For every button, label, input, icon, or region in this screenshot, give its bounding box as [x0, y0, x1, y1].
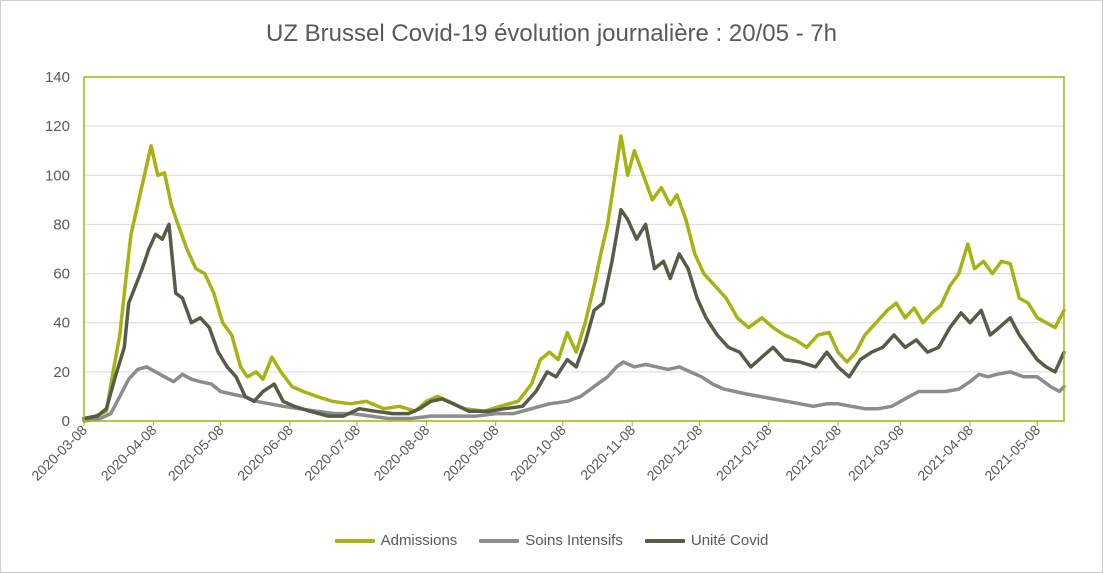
- x-tick-label: 2021-03-08: [845, 422, 907, 484]
- legend-item-2: Soins Intensifs: [479, 532, 623, 549]
- y-tick-label: 120: [45, 118, 70, 135]
- x-tick-label: 2020-08-08: [370, 422, 432, 484]
- legend-label: Soins Intensifs: [525, 532, 623, 549]
- x-tick-label: 2020-05-08: [165, 422, 227, 484]
- x-tick-label: 2020-07-08: [301, 422, 363, 484]
- x-tick-label: 2021-04-08: [914, 422, 976, 484]
- x-tick-label: 2021-01-08: [713, 422, 775, 484]
- x-tick-label: 2020-12-08: [643, 422, 705, 484]
- x-axis-ticks: 2020-03-08 2020-04-08 2020-05-08 2020-06-08…: [28, 421, 1043, 484]
- y-tick-label: 100: [45, 167, 70, 184]
- y-tick-label: 60: [53, 266, 70, 283]
- plot-area-border: [83, 76, 1065, 422]
- y-tick-label: 80: [53, 216, 70, 233]
- chart-title: UZ Brussel Covid-19 évolution journalièr…: [266, 20, 837, 47]
- x-tick-label: 2020-09-08: [440, 422, 502, 484]
- legend-swatch: [644, 538, 685, 543]
- y-tick-label: 40: [53, 315, 70, 332]
- x-tick-label: 2020-04-08: [98, 422, 160, 484]
- x-tick-label: 2020-11-08: [577, 422, 638, 483]
- x-tick-label: 2020-03-08: [28, 422, 90, 484]
- legend-label: Unité Covid: [690, 532, 769, 549]
- series-line-1: [82, 134, 1066, 421]
- y-tick-label: 140: [45, 69, 70, 86]
- y-tick-label: 0: [62, 413, 70, 430]
- x-tick-label: 2020-10-08: [507, 422, 569, 484]
- x-tick-label: 2020-06-08: [234, 422, 296, 484]
- x-tick-label: 2021-02-08: [782, 422, 844, 484]
- legend-swatch: [334, 538, 375, 543]
- legend-label: Admissions: [380, 532, 458, 549]
- legend: Admissions Soins Intensifs Unité Covid: [0, 532, 1103, 549]
- gridlines: [84, 76, 1064, 422]
- series-lines: [82, 134, 1066, 423]
- series-line-2: [82, 360, 1066, 423]
- legend-item-1: Admissions: [334, 532, 458, 549]
- legend-swatch: [479, 538, 520, 543]
- y-axis-ticks: 0 20 40 60 80 100 120 140: [45, 69, 70, 430]
- x-tick-label: 2021-05-08: [981, 422, 1043, 484]
- legend-item-3: Unité Covid: [644, 532, 769, 549]
- series-line-3: [82, 207, 1066, 421]
- y-tick-label: 20: [53, 364, 70, 381]
